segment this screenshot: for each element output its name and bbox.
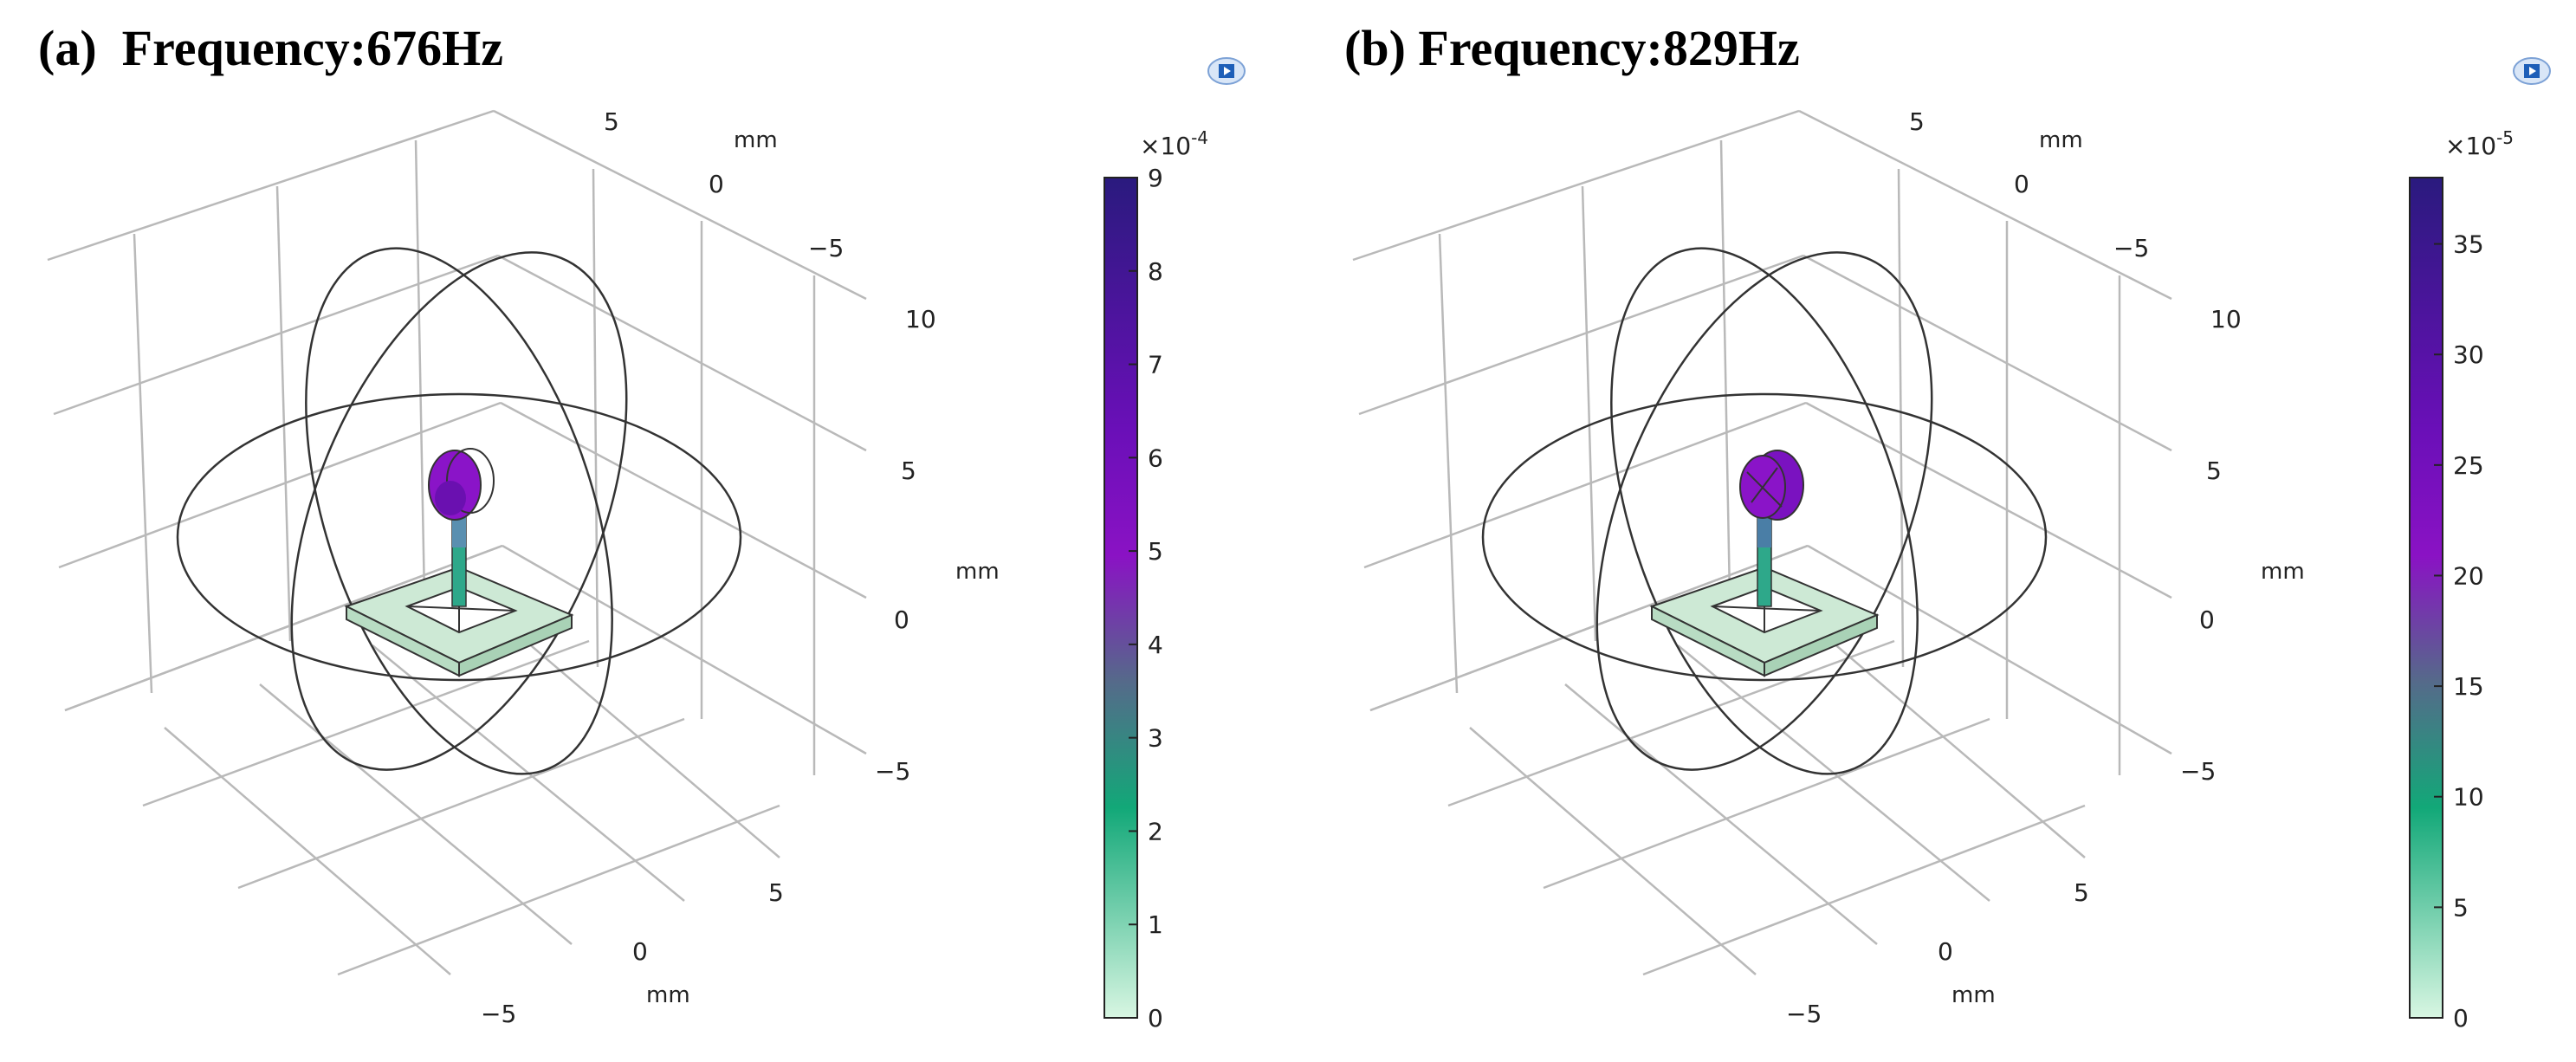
colorbar-tick-label: 1 (1148, 910, 1163, 939)
colorbar: ×10-4 9 8 7 6 5 4 3 2 1 0 (1104, 127, 1208, 1033)
z-unit: mm (2261, 559, 2305, 585)
colorbar-tick-label: 4 (1148, 631, 1163, 659)
panel-label: (b) (1344, 20, 1406, 76)
panel-title: (b) Frequency:829Hz (1344, 19, 1800, 77)
colorbar-tick-label: 5 (2453, 893, 2469, 922)
y-unit: mm (2039, 127, 2083, 153)
grid-back-right (1798, 109, 2172, 775)
x-tick: 5 (768, 878, 784, 907)
panel-a: (a) Frequency:676Hz (38, 19, 1246, 1033)
cantilever-stem (451, 512, 467, 607)
comsol-logo-icon (2513, 57, 2551, 85)
proof-mass-head (1739, 450, 1804, 521)
panel-title: (a) Frequency:676Hz (38, 19, 503, 77)
colorbar-tick-label: 20 (2453, 561, 2484, 590)
frequency-title: Frequency:829Hz (1418, 20, 1800, 76)
z-tick: 10 (905, 305, 936, 333)
colorbar-tick-label: 9 (1148, 164, 1163, 192)
colorbar-tick-label: 35 (2453, 230, 2484, 259)
colorbar-ticks: 9 8 7 6 5 4 3 2 1 0 (1129, 164, 1163, 1033)
y-tick: 5 (1909, 107, 1925, 136)
panel-label: (a) (38, 20, 97, 76)
colorbar-tick-label: 7 (1148, 351, 1163, 379)
x-tick: −5 (481, 1000, 516, 1028)
y-axis-labels: 5 0 −5 mm (604, 107, 844, 262)
cantilever-stem (1757, 512, 1772, 607)
colorbar-tick-label: 3 (1148, 724, 1163, 753)
plot-3d-view: 5 0 −5 mm 10 5 0 −5 mm 5 0 −5 mm (1352, 107, 2514, 1033)
orbit-ellipses (176, 247, 742, 775)
x-tick: 0 (1938, 937, 1953, 966)
y-tick: 5 (604, 107, 619, 136)
frequency-title: Frequency:676Hz (121, 20, 503, 76)
colorbar-ticks: 35 30 25 20 15 10 5 0 (2434, 230, 2484, 1033)
colorbar-tick-label: 0 (1148, 1004, 1163, 1033)
y-unit: mm (734, 127, 778, 153)
comsol-logo-icon (1207, 57, 1246, 85)
x-unit: mm (1951, 982, 1996, 1008)
colorbar-tick-label: 15 (2453, 672, 2484, 701)
colorbar-tick-label: 5 (1148, 537, 1163, 566)
x-tick: 5 (2074, 878, 2089, 907)
colorbar-tick-label: 30 (2453, 340, 2484, 369)
y-tick: −5 (808, 234, 844, 262)
panel-b: (b) Frequency:829Hz (1305, 0, 2576, 1062)
z-axis-labels: 10 5 0 −5 mm (2180, 305, 2305, 786)
y-tick: −5 (2113, 234, 2149, 262)
colorbar: ×10-5 35 30 25 20 15 10 5 0 (2409, 127, 2514, 1033)
y-tick: 0 (709, 170, 724, 198)
plot-3d-view: 5 0 −5 mm 10 5 0 −5 mm 5 0 −5 mm (47, 107, 1208, 1033)
z-tick: 0 (894, 605, 909, 634)
x-axis-labels: 5 0 −5 mm (1786, 878, 2089, 1028)
z-tick: 10 (2210, 305, 2242, 333)
x-tick: −5 (1786, 1000, 1822, 1028)
colorbar-exponent: ×10-5 (2445, 127, 2514, 160)
z-unit: mm (955, 559, 1000, 585)
z-tick: 0 (2199, 605, 2215, 634)
y-tick: 0 (2014, 170, 2029, 198)
y-axis-labels: 5 0 −5 mm (1909, 107, 2149, 262)
z-axis-labels: 10 5 0 −5 mm (875, 305, 1000, 786)
grid-floor (64, 544, 780, 976)
proof-mass-head (428, 448, 495, 521)
z-tick: −5 (875, 757, 910, 786)
x-axis-labels: 5 0 −5 mm (481, 878, 784, 1028)
frame-plate (1649, 566, 1880, 677)
colorbar-tick-label: 2 (1148, 817, 1163, 845)
z-tick: −5 (2180, 757, 2216, 786)
colorbar-tick-label: 25 (2453, 451, 2484, 480)
colorbar-tick-label: 10 (2453, 783, 2484, 812)
x-tick: 0 (632, 937, 648, 966)
frame-plate (344, 566, 574, 677)
colorbar-tick-label: 6 (1148, 444, 1163, 472)
x-unit: mm (646, 982, 690, 1008)
colorbar-exponent: ×10-4 (1140, 127, 1208, 160)
z-tick: 5 (2206, 457, 2222, 485)
z-tick: 5 (901, 457, 916, 485)
grid-back-right (493, 109, 867, 775)
colorbar-tick-label: 0 (2453, 1004, 2469, 1033)
colorbar-tick-label: 8 (1148, 257, 1163, 286)
orbit-ellipses (1481, 247, 2048, 775)
